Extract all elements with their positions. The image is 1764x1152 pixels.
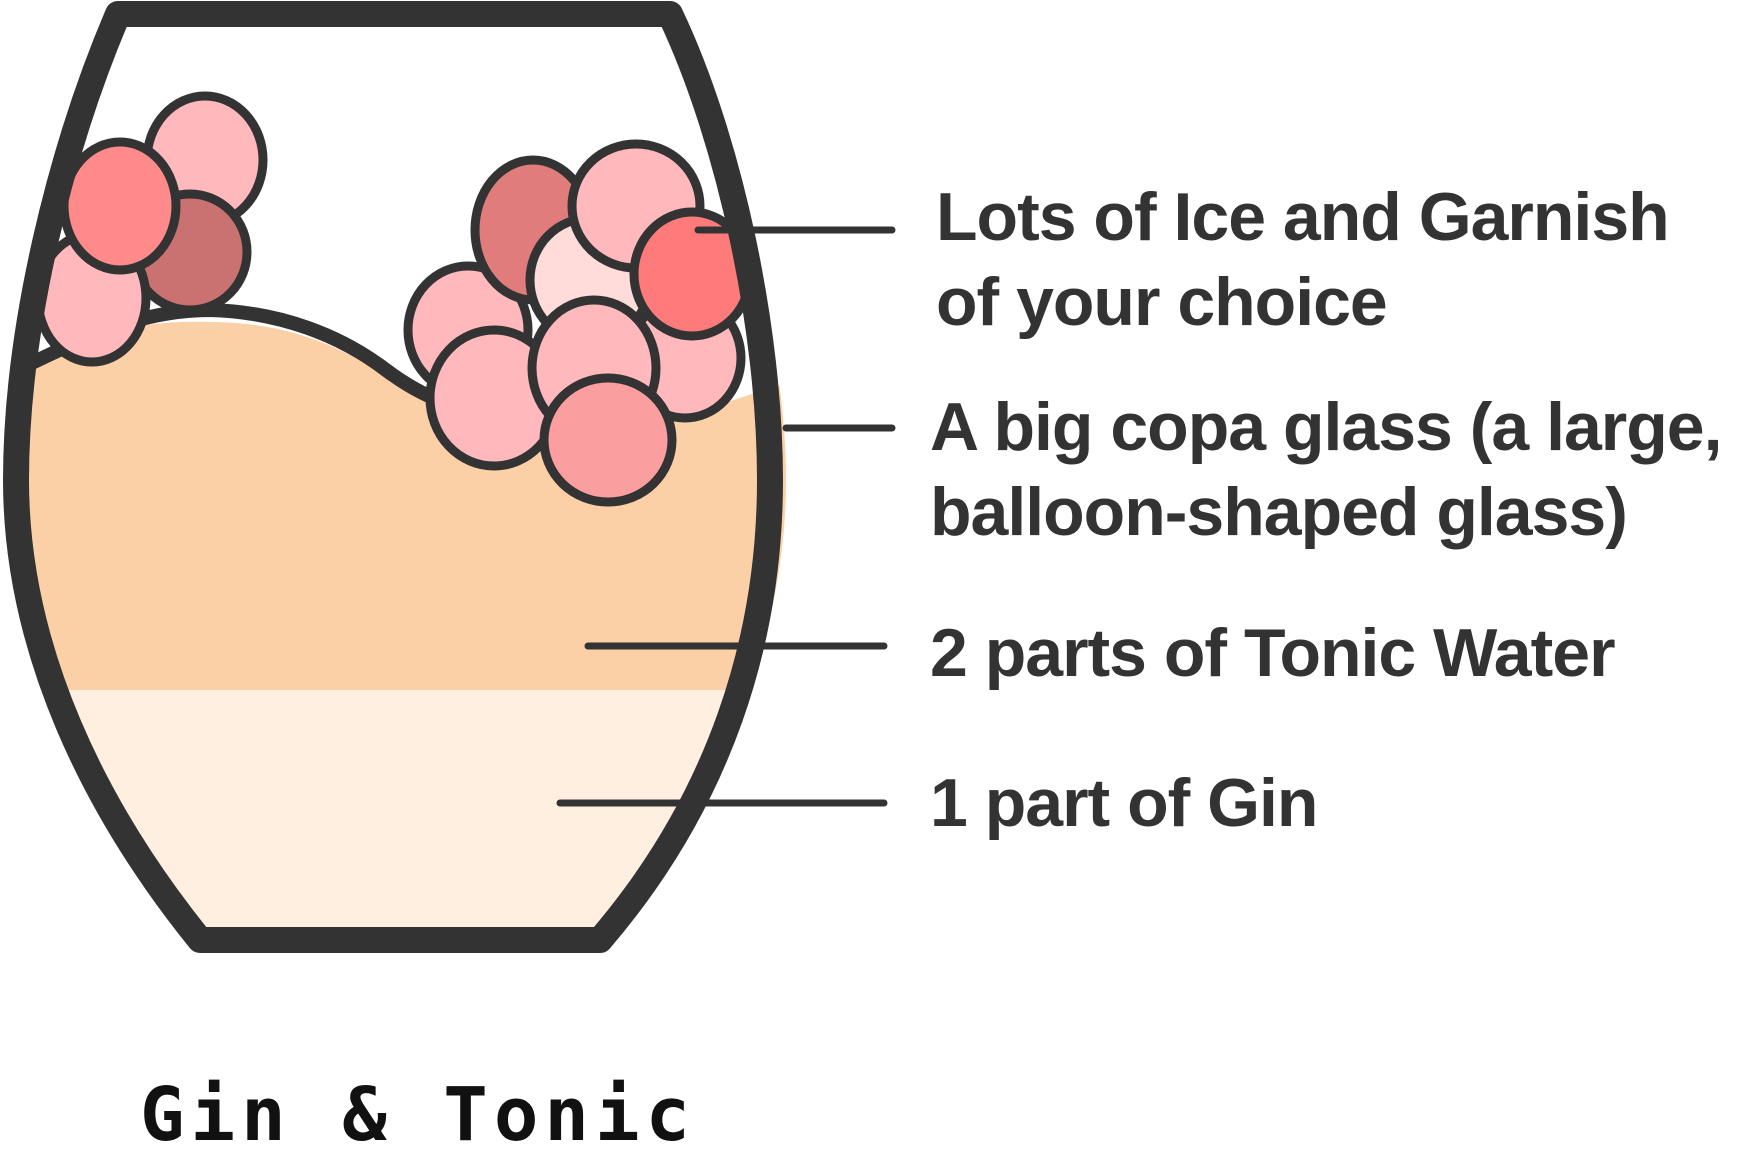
ice-cube bbox=[59, 137, 181, 275]
drink-title: Gin & Tonic bbox=[140, 1072, 696, 1147]
glass-label-line2: balloon-shaped glass) bbox=[930, 474, 1627, 550]
leader-lines bbox=[556, 226, 896, 807]
copa-glass-outline bbox=[3, 1, 783, 953]
garnish-label-line2: of your choice bbox=[936, 264, 1387, 340]
glass-label-line1: A big copa glass (a large, bbox=[930, 389, 1722, 465]
ice-cluster-right bbox=[403, 139, 755, 507]
ice-cube bbox=[539, 373, 677, 507]
gin-label: 1 part of Gin bbox=[930, 765, 1317, 841]
ice-cluster-left bbox=[33, 91, 268, 367]
tonic-layer bbox=[20, 321, 786, 700]
tonic-label: 2 parts of Tonic Water bbox=[930, 615, 1615, 691]
garnish-label-line1: Lots of Ice and Garnish bbox=[936, 179, 1669, 255]
labels: Lots of Ice and Garnish of your choice A… bbox=[930, 179, 1723, 841]
